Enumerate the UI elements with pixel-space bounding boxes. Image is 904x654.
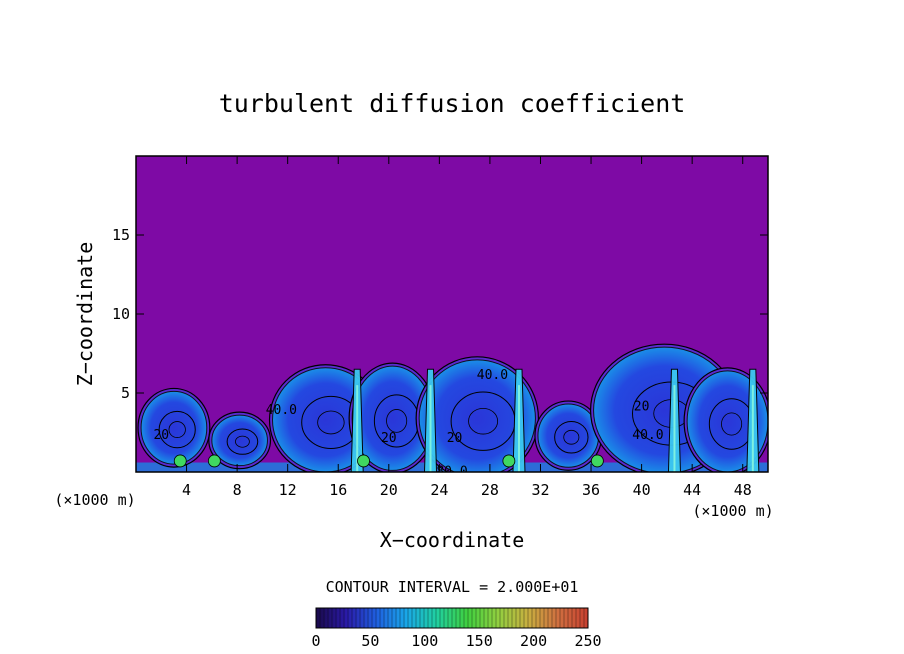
y-axis-label: Z−coordinate xyxy=(73,242,97,387)
x-tick-label-9: 40 xyxy=(633,481,651,499)
cell-core-contour-3 xyxy=(386,409,408,433)
contour-label-7: 20 xyxy=(634,400,650,415)
contour-label-5: 20 xyxy=(381,431,397,446)
x-tick-label-1: 8 xyxy=(233,481,242,499)
colorbar-tick-label-4: 200 xyxy=(520,632,547,650)
x-tick-label-6: 28 xyxy=(481,481,499,499)
cell-core-contour-5 xyxy=(563,429,580,445)
cell-5 xyxy=(537,403,600,468)
contour-label-0: 40.0 xyxy=(266,403,297,418)
surface-hotspot-1 xyxy=(207,454,221,468)
cell-0 xyxy=(140,390,208,465)
cell-core-contour-4 xyxy=(468,407,499,435)
surface-hotspot-0 xyxy=(173,454,187,468)
surface-hotspot-2 xyxy=(357,454,370,468)
x-axis-label: X−coordinate xyxy=(380,528,525,552)
cell-4 xyxy=(418,359,536,472)
contour-label-3: 40.0 xyxy=(632,428,663,443)
cell-core-contour-7 xyxy=(721,412,743,436)
colorbar-ticks: 0 50 100 150 200 250 xyxy=(311,632,601,650)
contour-label-4: 20 xyxy=(153,428,169,443)
plot-area: 40.0 40.0 80.0 40.0 20 20 20 20 xyxy=(135,155,769,479)
cell-inner-contour-0 xyxy=(158,410,196,449)
cell-1 xyxy=(211,414,268,467)
y-tick-label-2: 15 xyxy=(112,226,130,244)
y-axis: 5 10 15 xyxy=(112,226,768,402)
colorbar-frame xyxy=(315,607,589,629)
colorbar-stripes xyxy=(319,608,585,628)
cell-core-contour-1 xyxy=(235,435,250,448)
contour-label-1: 40.0 xyxy=(477,368,508,383)
x-tick-label-11: 48 xyxy=(734,481,752,499)
contour-label-2: 80.0 xyxy=(436,464,467,479)
cell-inner-contour-5 xyxy=(554,420,589,454)
contour-interval-label: CONTOUR INTERVAL = 2.000E+01 xyxy=(326,578,579,596)
x-tick-label-8: 36 xyxy=(582,481,600,499)
diffusion-field: 40.0 40.0 80.0 40.0 20 20 20 20 xyxy=(136,343,768,479)
chart-title: turbulent diffusion coefficient xyxy=(219,89,686,118)
colorbar-tick-label-5: 250 xyxy=(574,632,601,650)
colorbar-tick-label-0: 0 xyxy=(311,632,320,650)
x-tick-label-0: 4 xyxy=(182,481,191,499)
cell-inner-contour-1 xyxy=(226,428,259,455)
colorbar-tick-label-3: 150 xyxy=(466,632,493,650)
cell-core-contour-0 xyxy=(168,421,186,438)
x-tick-label-10: 44 xyxy=(683,481,701,499)
y-tick-label-0: 5 xyxy=(121,384,130,402)
x-axis: 4 8 12 16 20 24 28 32 36 40 44 48 xyxy=(182,156,752,499)
x-unit-right: (×1000 m) xyxy=(692,502,773,520)
x-unit-left: (×1000 m) xyxy=(54,491,135,509)
colorbar-tick-label-1: 50 xyxy=(361,632,379,650)
colorbar-tick-label-2: 100 xyxy=(411,632,438,650)
x-tick-label-3: 16 xyxy=(329,481,347,499)
contour-label-6: 20 xyxy=(447,431,463,446)
y-tick-label-1: 10 xyxy=(112,305,130,323)
surface-hotspot-4 xyxy=(590,454,604,468)
x-tick-label-2: 12 xyxy=(279,481,297,499)
x-tick-label-7: 32 xyxy=(531,481,549,499)
cell-core-contour-2 xyxy=(317,410,345,435)
x-tick-label-4: 20 xyxy=(380,481,398,499)
surface-hotspot-3 xyxy=(502,454,516,468)
colorbar: 0 50 100 150 200 250 xyxy=(311,607,602,650)
x-tick-label-5: 24 xyxy=(430,481,448,499)
